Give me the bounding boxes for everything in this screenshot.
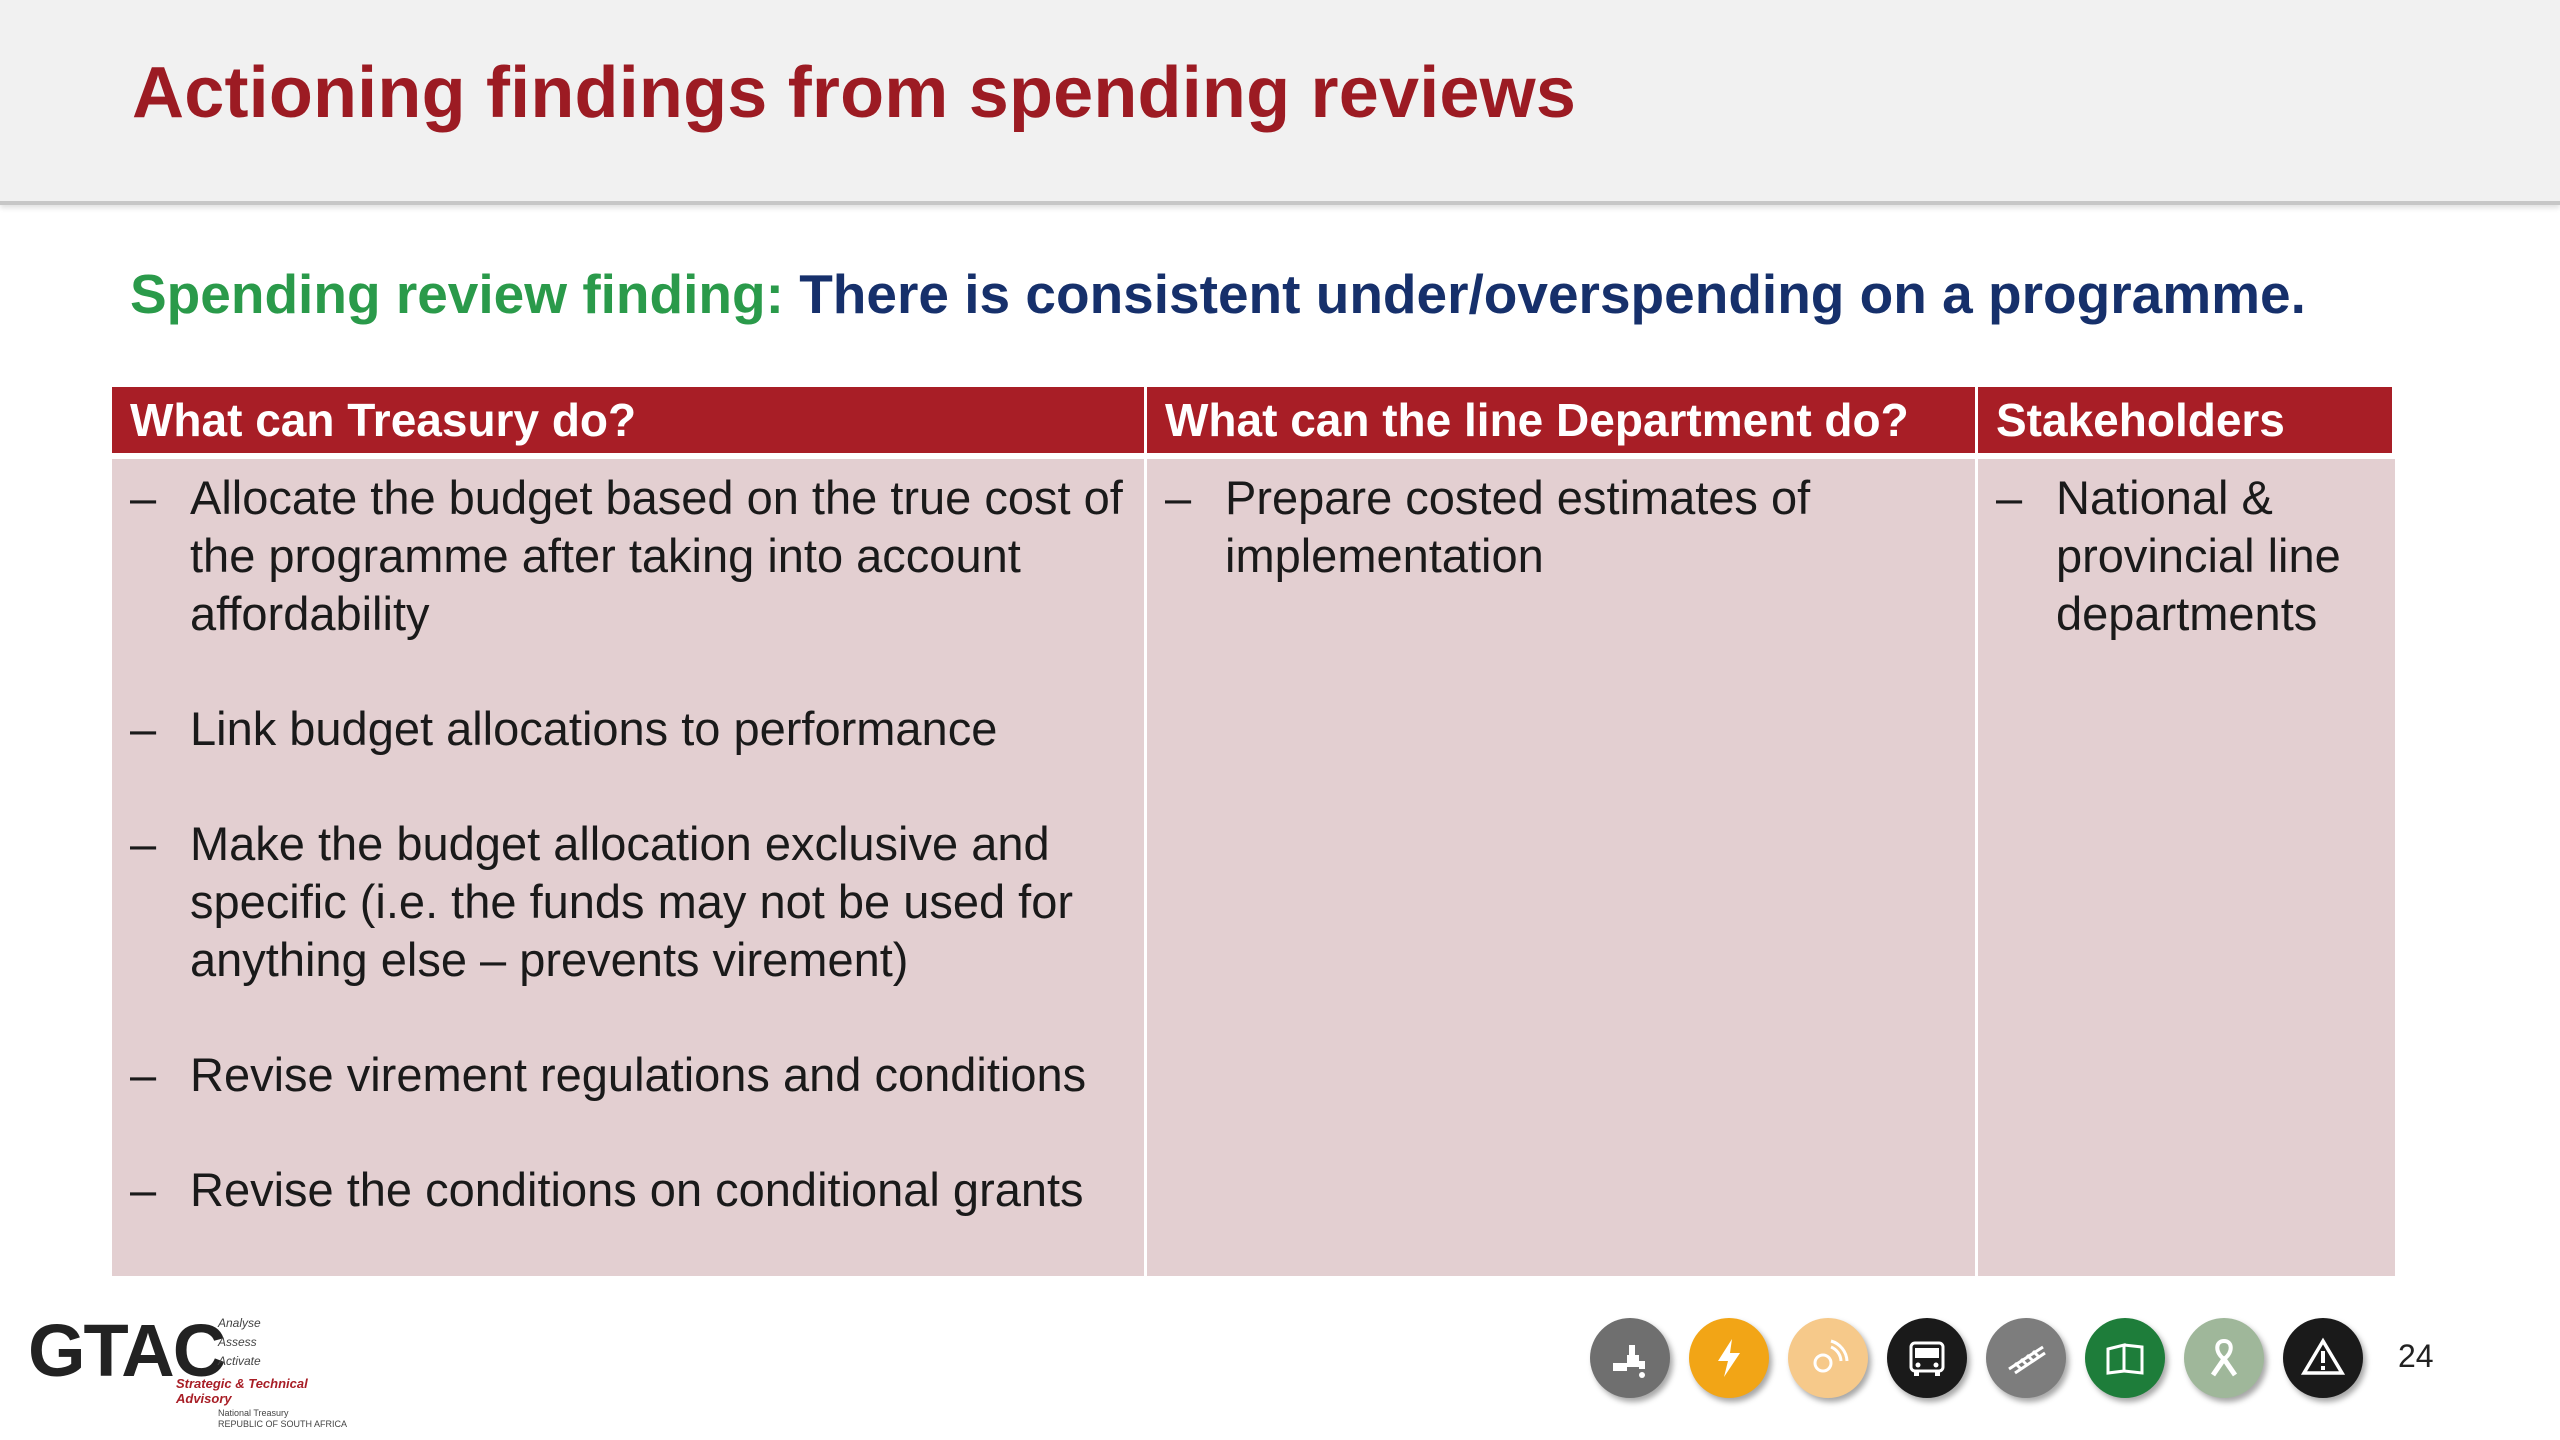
list-item: – Make the budget allocation exclusive an…	[130, 817, 1074, 986]
communication-icon	[1788, 1318, 1868, 1398]
page-number: 24	[2398, 1338, 2434, 1374]
treasury-actions-cell: – Allocate the budget based on the true c…	[112, 459, 1147, 1276]
line-department-actions-list: – Prepare costed estimates of implementat…	[1165, 469, 1955, 585]
stakeholders-list: – National & provincial line departments	[1996, 469, 2375, 643]
bullet-dash: –	[130, 1048, 157, 1101]
warning-icon	[2283, 1318, 2363, 1398]
header-line-department: What can the line Department do?	[1147, 387, 1978, 459]
stakeholders-cell: – National & provincial line departments	[1978, 459, 2395, 1276]
logo-wordmark: GTAC	[28, 1309, 226, 1392]
actions-table: What can Treasury do? What can the line …	[112, 387, 2395, 1276]
list-item: – Revise virement regulations and conditi…	[130, 1046, 1124, 1104]
bullet-dash: –	[130, 702, 157, 755]
slide-title: Actioning findings from spending reviews	[132, 53, 1577, 133]
rail-icon	[1986, 1318, 2066, 1398]
list-item: – Prepare costed estimates of implementat…	[1165, 471, 1811, 582]
logo-strapline: Strategic & Technical Advisory	[176, 1376, 308, 1406]
electricity-icon	[1689, 1318, 1769, 1398]
header-treasury: What can Treasury do?	[112, 387, 1147, 459]
water-tap-icon	[1590, 1318, 1670, 1398]
treasury-actions-list: – Allocate the budget based on the true c…	[130, 469, 1124, 1219]
logo-national-treasury: National Treasury REPUBLIC OF SOUTH AFRI…	[218, 1408, 348, 1429]
logo-tagline: Analyse Assess Activate	[218, 1316, 261, 1368]
education-book-icon	[2085, 1318, 2165, 1398]
list-item: – Allocate the budget based on the true c…	[130, 471, 1123, 640]
health-ribbon-icon	[2184, 1318, 2264, 1398]
sector-icons	[1590, 1318, 2363, 1398]
bus-icon	[1887, 1318, 1967, 1398]
list-item: – Link budget allocations to performance	[130, 700, 1124, 758]
list-item: – National & provincial line departments	[1996, 471, 2341, 640]
bullet-dash: –	[1165, 471, 1192, 524]
bullet-dash: –	[130, 817, 157, 870]
line-department-actions-cell: – Prepare costed estimates of implementat…	[1147, 459, 1978, 1276]
bullet-dash: –	[1996, 471, 2023, 524]
header-stakeholders: Stakeholders	[1978, 387, 2395, 459]
bullet-dash: –	[130, 471, 157, 524]
bullet-dash: –	[130, 1163, 157, 1216]
finding-label: Spending review finding:	[130, 263, 784, 325]
finding-statement: Spending review finding: There is consis…	[130, 262, 2306, 326]
list-item: – Revise the conditions on conditional gr…	[130, 1161, 1124, 1219]
title-band: Actioning findings from spending reviews	[0, 0, 2560, 205]
gtac-logo: GTAC Analyse Assess Activate Strategic &…	[28, 1308, 358, 1438]
finding-text: There is consistent under/overspending o…	[799, 263, 2306, 325]
